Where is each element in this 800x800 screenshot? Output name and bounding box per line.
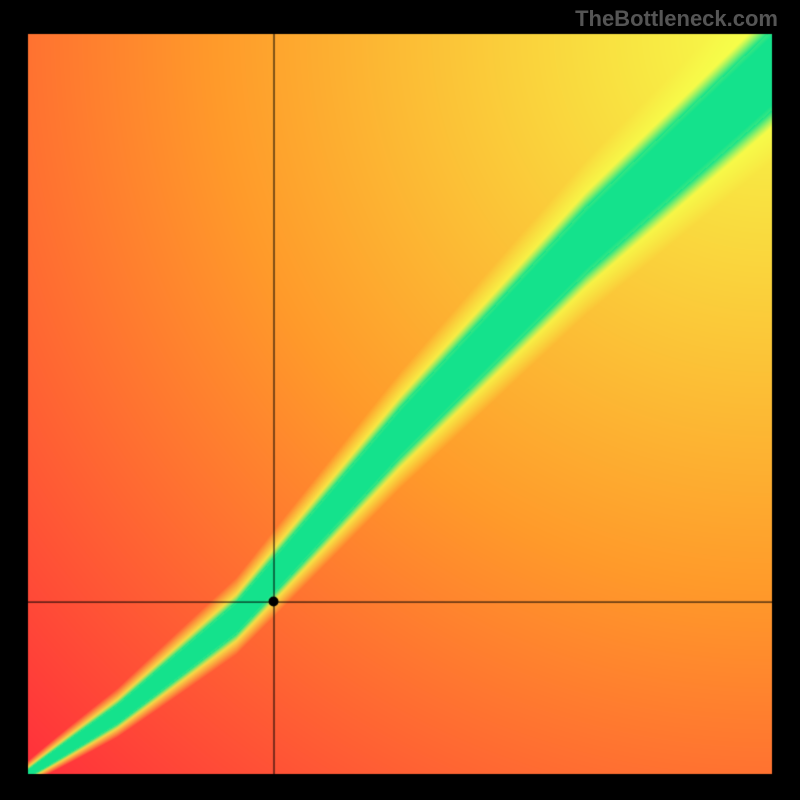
watermark-text: TheBottleneck.com bbox=[575, 6, 778, 32]
bottleneck-heatmap bbox=[0, 0, 800, 800]
chart-container: TheBottleneck.com bbox=[0, 0, 800, 800]
